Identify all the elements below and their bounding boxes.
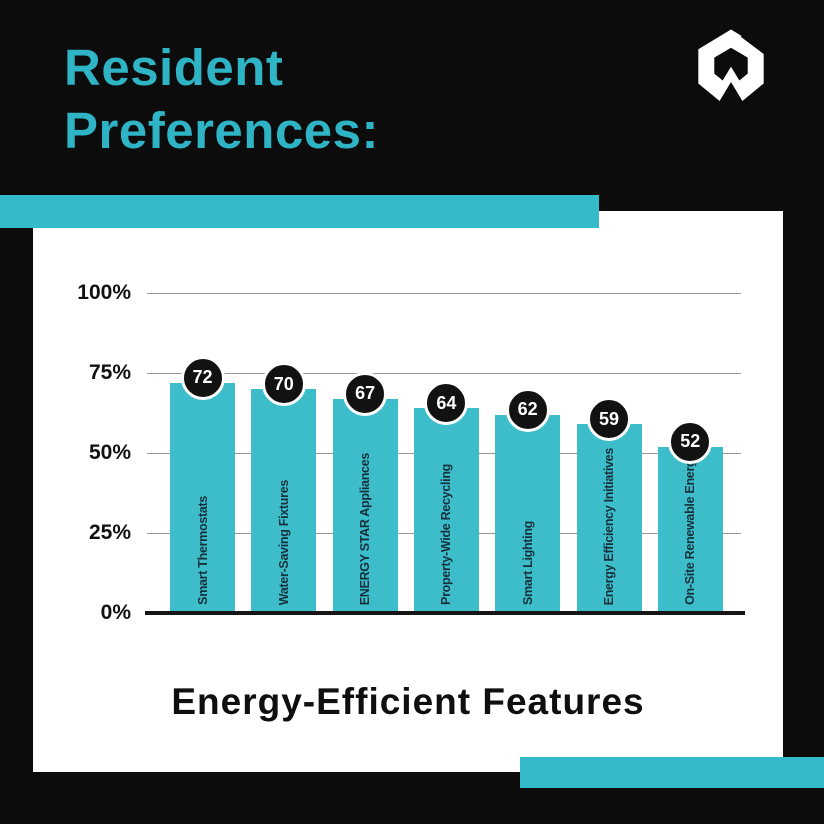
bar-category-label: Water-Saving Fixtures [276, 479, 291, 605]
house-chevron-logo-svg [698, 29, 772, 101]
value-badge-number: 64 [436, 392, 457, 413]
value-badge-number: 52 [680, 431, 701, 452]
bar: Water-Saving Fixtures [251, 389, 317, 613]
value-badge: 59 [587, 397, 631, 442]
bar: Smart Lighting [495, 414, 561, 613]
bar: Property-Wide Recycling [413, 408, 479, 613]
y-tick-label: 100% [77, 281, 131, 304]
page-title: Resident Preferences: [64, 36, 379, 162]
value-badge: 72 [180, 355, 225, 400]
chart-card: 100% 75% 50% 25% 0% Smart Thermostats 72 Water-… [33, 211, 783, 772]
bar-category-label: Smart Lighting [520, 520, 535, 605]
bar: Energy Efficiency Initiatives [576, 424, 642, 613]
value-badge-number: 59 [598, 408, 620, 429]
house-chevron-logo-icon [693, 26, 772, 106]
chart-title: Energy-Efficient Features [171, 681, 645, 722]
bar: Smart Thermostats [170, 382, 235, 613]
y-tick-label: 50% [88, 441, 131, 464]
bar-category-label: On-Site Renewable Energy [683, 453, 698, 605]
x-axis-line [145, 611, 745, 615]
value-badge: 52 [668, 419, 713, 464]
page-title-line2: Preferences: [64, 102, 380, 159]
bar: On-Site Renewable Energy [657, 446, 723, 613]
value-badge-number: 70 [273, 373, 294, 394]
value-badge-number: 67 [355, 383, 376, 404]
y-tick-label: 25% [88, 521, 131, 544]
value-badge: 70 [261, 362, 306, 406]
bar-category-label: Smart Thermostats [195, 496, 210, 605]
bar-category-label: Property-Wide Recycling [439, 464, 454, 605]
gridline-100 [147, 293, 741, 294]
plot-area: 100% 75% 50% 25% 0% Smart Thermostats 72 Water-… [33, 211, 783, 772]
bar-category-label: ENERGY STAR Appliances [358, 452, 373, 605]
value-badge-number: 72 [192, 367, 213, 388]
gridline-75 [147, 373, 741, 374]
value-badge-number: 62 [517, 399, 538, 420]
page-title-line1: Resident [64, 39, 284, 96]
value-badge: 62 [505, 387, 550, 432]
bottom-accent-bar [520, 757, 824, 788]
y-tick-label: 0% [100, 601, 131, 624]
bar: ENERGY STAR Appliances [332, 398, 398, 613]
value-badge: 64 [424, 381, 469, 426]
value-badge: 67 [343, 371, 388, 416]
top-accent-bar [0, 195, 599, 228]
bar-category-label: Energy Efficiency Initiatives [602, 447, 616, 605]
y-tick-label: 75% [88, 361, 131, 384]
